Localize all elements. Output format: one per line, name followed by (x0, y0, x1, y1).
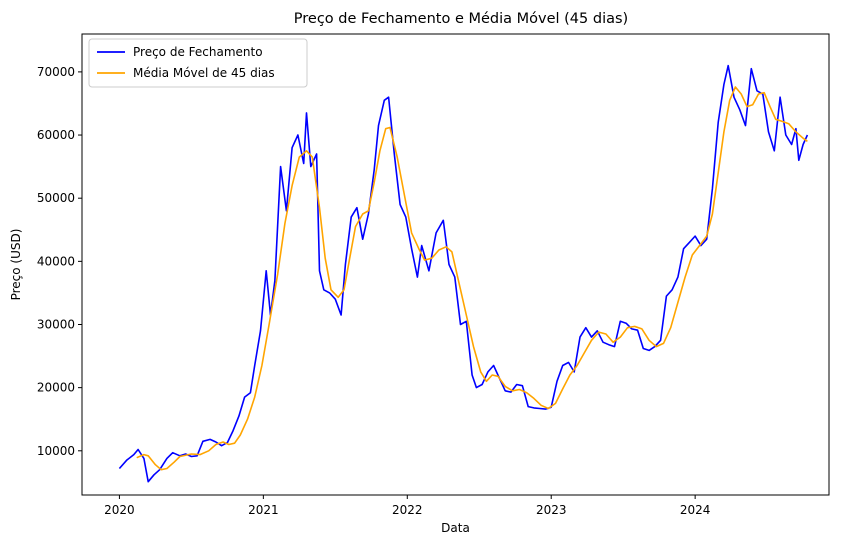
y-tick-label: 70000 (37, 65, 75, 79)
series-line-1 (118, 64, 809, 483)
legend-box (88, 38, 308, 88)
y-tick-label: 20000 (37, 381, 75, 395)
x-tick-label: 2021 (248, 503, 279, 517)
axes-frame (81, 33, 830, 496)
axis-ticks: 2020 2021 2022 2023 2024 10000 20000 30000 40000… (37, 65, 711, 517)
x-tick-label: 2020 (104, 503, 135, 517)
y-tick-label: 40000 (37, 254, 75, 268)
x-tick-label: 2024 (680, 503, 711, 517)
y-tick-label: 10000 (37, 444, 75, 458)
legend-label-2: Média Móvel de 45 dias (133, 66, 275, 80)
legend-label-1: Preço de Fechamento (133, 45, 263, 59)
x-tick-label: 2023 (536, 503, 567, 517)
chart-title: Preço de Fechamento e Média Móvel (45 di… (294, 11, 628, 27)
y-tick-label: 60000 (37, 128, 75, 142)
legend: Preço de Fechamento Média Móvel de 45 dia… (88, 38, 308, 88)
y-tick-label: 30000 (37, 317, 75, 331)
series-line-2 (136, 86, 808, 471)
y-tick-label: 50000 (37, 191, 75, 205)
x-tick-label: 2022 (392, 503, 423, 517)
x-axis-label: Data (441, 521, 470, 535)
plot-area (118, 64, 809, 483)
y-axis-label: Preço (USD) (9, 229, 23, 301)
